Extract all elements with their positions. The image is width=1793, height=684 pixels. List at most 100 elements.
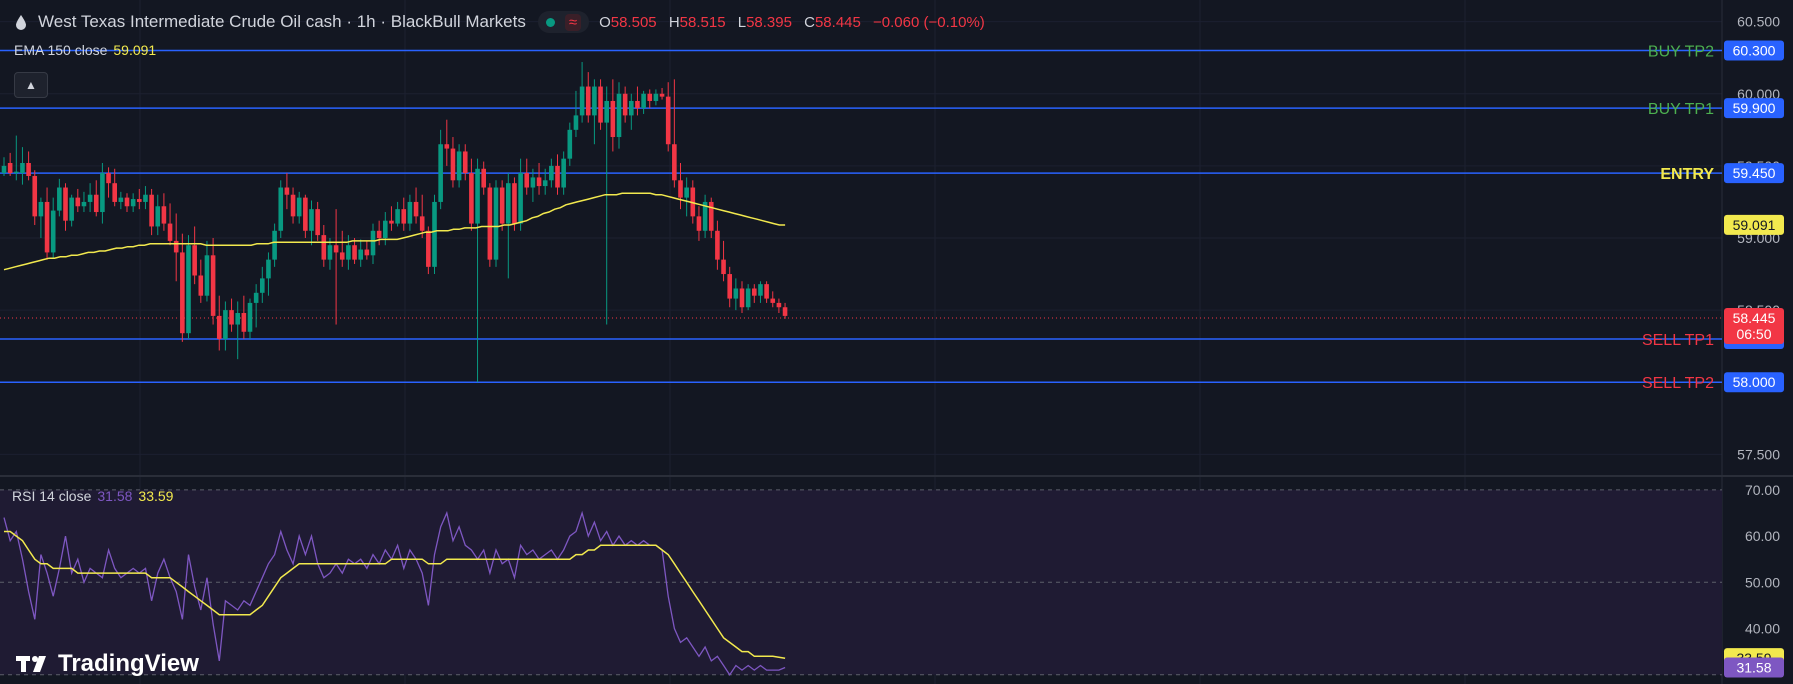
- candle-body: [696, 216, 702, 231]
- candle-body: [426, 230, 431, 267]
- candle-body: [715, 230, 720, 260]
- candle-body: [536, 177, 542, 187]
- candle-body: [493, 187, 499, 260]
- candle-body: [223, 310, 228, 339]
- candle-body: [192, 245, 197, 276]
- candle-body: [622, 93, 628, 116]
- ohlc-low-value: 58.395: [746, 13, 792, 31]
- candle-body: [469, 173, 474, 224]
- candle-body: [161, 206, 167, 224]
- candle-body: [432, 201, 437, 267]
- level-price-badge-bg: [1724, 98, 1784, 119]
- candle-body: [616, 93, 622, 138]
- level-label: BUY TP1: [1648, 101, 1714, 118]
- oil-drop-icon: [16, 15, 26, 30]
- candle-body: [635, 100, 640, 109]
- candle-body: [758, 284, 763, 296]
- candle-body: [665, 96, 671, 145]
- candle-body: [57, 187, 62, 211]
- candle-body: [309, 209, 314, 231]
- level-label: SELL TP2: [1642, 375, 1714, 392]
- ema-label: EMA 150 close: [14, 42, 108, 58]
- rsi-label: RSI 14 close: [12, 488, 92, 504]
- candle-body: [124, 197, 130, 207]
- candle-body: [14, 171, 19, 174]
- price-change: −0.060 (−0.10%): [873, 13, 985, 31]
- ema-value: 59.091: [113, 42, 157, 58]
- candle-body: [419, 216, 425, 231]
- candle-body: [143, 194, 148, 202]
- price-tick-label: 57.500: [1737, 446, 1780, 462]
- candle-body: [518, 173, 523, 224]
- candle-body: [106, 173, 111, 184]
- candle-body: [137, 199, 142, 202]
- level-price-badge-bg: [1724, 40, 1784, 61]
- candle-body: [260, 278, 265, 293]
- ema-line: [3, 192, 786, 271]
- level-price-badge: 58.000: [1733, 374, 1776, 390]
- rsi-ma-value: 33.59: [138, 488, 174, 504]
- candle-body: [512, 183, 517, 224]
- candle-body: [32, 175, 38, 217]
- candle-body: [229, 310, 234, 325]
- candle-body: [81, 201, 87, 207]
- candle-body: [303, 197, 308, 231]
- collapse-legend-button[interactable]: ▲: [14, 72, 48, 98]
- candle-body: [555, 165, 560, 188]
- candle-body: [438, 144, 443, 202]
- candle-body: [333, 245, 339, 253]
- candle-body: [389, 220, 394, 224]
- candle-body: [579, 86, 585, 116]
- candle-body: [401, 209, 407, 224]
- chevron-up-icon: ▲: [25, 78, 37, 92]
- ohlc-close-key: C: [804, 13, 815, 31]
- candle-body: [130, 199, 136, 207]
- candle-body: [247, 302, 253, 332]
- rsi-tick-label: 50.00: [1745, 574, 1780, 590]
- candle-body: [296, 197, 302, 217]
- candle-body: [475, 168, 480, 224]
- candle-body: [727, 274, 732, 299]
- candle-body: [253, 292, 259, 303]
- candle-body: [383, 220, 388, 238]
- candle-body: [752, 288, 757, 296]
- level-price-badge: 59.900: [1733, 100, 1776, 116]
- rsi-tick-label: 60.00: [1745, 528, 1780, 544]
- rsi-value-badge: 31.58: [1736, 659, 1771, 675]
- candle-body: [20, 162, 25, 174]
- tradingview-logo[interactable]: TradingView: [16, 650, 199, 678]
- candle-body: [321, 235, 327, 260]
- price-axis[interactable]: 60.50060.00059.50059.00058.50057.50070.0…: [1724, 14, 1784, 678]
- ema-legend[interactable]: EMA 150 close 59.091: [14, 42, 156, 58]
- candle-body: [629, 100, 634, 116]
- level-label: ENTRY: [1660, 166, 1714, 183]
- rsi-legend[interactable]: RSI 14 close 31.58 33.59: [12, 488, 173, 504]
- candle-body: [739, 288, 745, 308]
- market-status-badge[interactable]: ≈: [537, 11, 590, 33]
- level-label: BUY TP2: [1648, 43, 1714, 60]
- candle-body: [702, 201, 708, 231]
- candle-body: [235, 313, 240, 325]
- tradingview-logo-icon: [16, 656, 46, 672]
- candle-body: [499, 187, 505, 224]
- candle-body: [155, 206, 161, 227]
- current-price-badge: 58.445: [1733, 310, 1776, 326]
- candle-body: [315, 209, 320, 236]
- rsi-pane: [0, 489, 1722, 676]
- level-price-badge-bg: [1724, 163, 1784, 184]
- symbol-title[interactable]: West Texas Intermediate Crude Oil cash ·…: [38, 12, 526, 31]
- candle-body: [481, 168, 486, 188]
- rsi-tick-label: 40.00: [1745, 621, 1780, 637]
- candle-body: [524, 173, 530, 188]
- candle-body: [549, 165, 554, 181]
- ohlc-open-value: 58.505: [610, 13, 657, 31]
- candle-body: [745, 288, 751, 308]
- candle-body: [63, 187, 68, 221]
- candle-body: [721, 259, 726, 275]
- candle-body: [364, 249, 370, 256]
- candle-body: [339, 252, 345, 260]
- candle-body: [782, 307, 788, 316]
- ohlc-open-key: O: [599, 13, 611, 31]
- candle-body: [44, 201, 50, 253]
